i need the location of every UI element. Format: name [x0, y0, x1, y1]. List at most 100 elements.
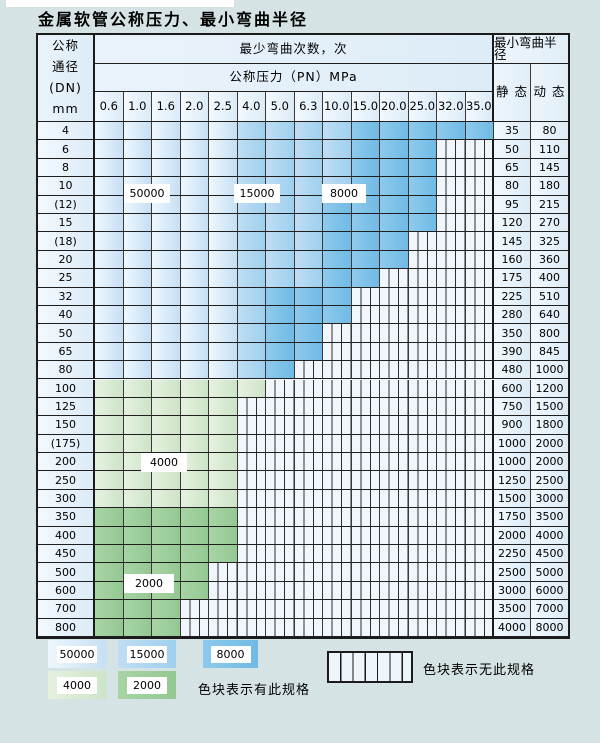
spec-cell [209, 416, 238, 435]
spec-cell [294, 269, 323, 288]
static-radius-value: 1000 [494, 453, 531, 472]
spec-cell [294, 342, 323, 362]
spec-cell [294, 305, 323, 325]
dynamic-radius-value: 640 [531, 305, 568, 325]
spec-cell [266, 158, 295, 178]
no-spec-cell [437, 213, 466, 233]
no-spec-cell [437, 581, 466, 601]
no-spec-cell [437, 508, 466, 527]
no-spec-cell [323, 361, 352, 380]
static-radius-value: 50 [494, 140, 531, 159]
no-spec-cell [408, 618, 437, 637]
spec-cell [180, 140, 209, 159]
no-spec-cell [294, 397, 323, 417]
no-spec-cell [380, 489, 409, 509]
no-spec-cell [437, 158, 466, 178]
dn-header-line: (DN) [49, 80, 82, 96]
static-radius-value: 80 [494, 177, 531, 196]
pressure-header-32.0: 32.0 [437, 92, 466, 122]
spec-cell [209, 489, 238, 509]
no-spec-cell [237, 416, 266, 435]
no-spec-cell [351, 526, 380, 545]
spec-cell [123, 158, 152, 178]
no-spec-cell [380, 379, 409, 398]
no-spec-cell [323, 471, 352, 490]
zone-cycles-label-15000: 15000 [234, 184, 280, 203]
spec-cell [180, 232, 209, 251]
static-radius-value: 160 [494, 250, 531, 270]
no-spec-cell [465, 195, 494, 214]
spec-cell [408, 140, 437, 159]
no-spec-cell [209, 600, 238, 619]
static-radius-value: 600 [494, 379, 531, 398]
legend-swatch-2000: 2000 [118, 671, 176, 699]
spec-cell [266, 361, 295, 380]
spec-cell [237, 213, 266, 233]
spec-cell [180, 416, 209, 435]
spec-cell [95, 158, 124, 178]
no-spec-cell [294, 600, 323, 619]
spec-cell [209, 545, 238, 564]
no-spec-cell [408, 250, 437, 270]
spec-cell [152, 140, 181, 159]
spec-cell [95, 232, 124, 251]
spec-cell [266, 213, 295, 233]
pressure-header-2.5: 2.5 [209, 92, 238, 122]
spec-cell [209, 195, 238, 214]
spec-cell [152, 158, 181, 178]
pressure-header-5.0: 5.0 [266, 92, 295, 122]
no-spec-cell [351, 361, 380, 380]
no-spec-cell [237, 618, 266, 637]
no-spec-cell [437, 489, 466, 509]
spec-cell [380, 195, 409, 214]
dn-header-line: mm [52, 101, 79, 117]
no-spec-cell [408, 471, 437, 490]
spec-cell [95, 489, 124, 509]
spec-cell [237, 122, 266, 141]
spec-cell [294, 250, 323, 270]
no-spec-cell [408, 397, 437, 417]
static-radius-value: 35 [494, 122, 531, 141]
no-spec-cell [351, 324, 380, 343]
dn-label: (12) [38, 195, 95, 214]
static-radius-value: 480 [494, 361, 531, 380]
no-spec-cell [465, 305, 494, 325]
dynamic-radius-value: 2500 [531, 471, 568, 490]
no-spec-cell [323, 434, 352, 454]
spec-cell [123, 600, 152, 619]
dynamic-radius-value: 3000 [531, 489, 568, 509]
spec-cell [152, 545, 181, 564]
spec-cell [209, 122, 238, 141]
no-spec-cell [465, 342, 494, 362]
spec-cell [123, 140, 152, 159]
no-spec-cell [323, 526, 352, 545]
spec-cell [95, 177, 124, 196]
spec-cell [408, 122, 437, 141]
spec-cell [209, 213, 238, 233]
no-spec-cell [437, 324, 466, 343]
spec-cell [294, 287, 323, 306]
no-spec-cell [351, 618, 380, 637]
no-spec-cell [465, 526, 494, 545]
static-radius-value: 120 [494, 213, 531, 233]
no-spec-cell [408, 508, 437, 527]
spec-cell [437, 122, 466, 141]
spec-cell [294, 213, 323, 233]
spec-cell [237, 324, 266, 343]
no-spec-cell [408, 581, 437, 601]
no-spec-cell [351, 600, 380, 619]
no-spec-cell [323, 600, 352, 619]
no-spec-cell [237, 581, 266, 601]
dn-label: 50 [38, 324, 95, 343]
no-spec-cell [351, 581, 380, 601]
dynamic-radius-value: 845 [531, 342, 568, 362]
no-spec-cell [408, 416, 437, 435]
spec-cell [180, 342, 209, 362]
spec-cell [266, 122, 295, 141]
legend-label-4000: 4000 [57, 676, 97, 694]
no-spec-cell [323, 489, 352, 509]
legend-hatch-swatch [327, 651, 413, 683]
no-spec-cell [323, 379, 352, 398]
spec-cell [465, 122, 494, 141]
spec-cell [323, 140, 352, 159]
